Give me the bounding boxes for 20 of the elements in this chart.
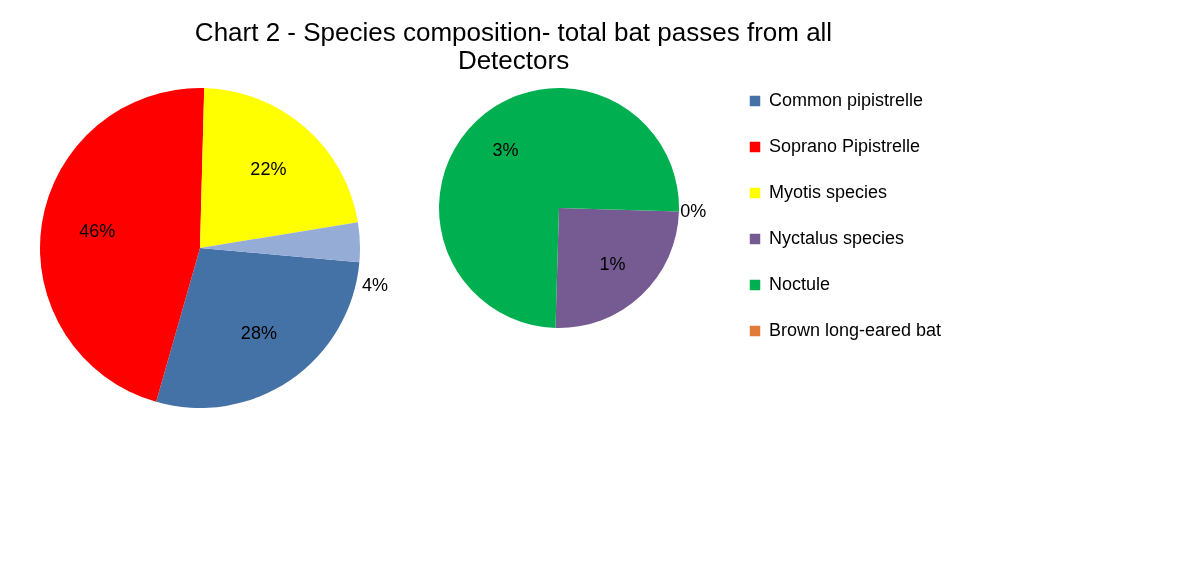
- legend-label: Myotis species: [769, 182, 888, 202]
- legend-label: Soprano Pipistrelle: [769, 136, 921, 156]
- text: 0%: [680, 200, 707, 221]
- chart-title: Chart 2 - Species composition- total bat passes from all Detectors: [194, 17, 833, 75]
- data-label: 1%: [599, 253, 626, 274]
- legend-label: Nyctalus species: [769, 228, 905, 248]
- data-label: 46%: [79, 221, 116, 242]
- data-label: 4%: [362, 275, 389, 296]
- data-label: 22%: [250, 158, 287, 179]
- data-label: 28%: [240, 322, 277, 343]
- pie-slice: [555, 208, 679, 328]
- data-label: 3%: [492, 140, 519, 161]
- legend-label: Brown long-eared bat: [769, 320, 942, 340]
- pie-slice: [40, 88, 205, 402]
- legend-label: Noctule: [769, 274, 831, 294]
- legend-label: Common pipistrelle: [769, 90, 924, 110]
- pie-slice: [200, 88, 358, 248]
- pie-slice: [156, 248, 360, 408]
- pie-slice: [439, 88, 679, 328]
- pie-slice: [200, 222, 360, 263]
